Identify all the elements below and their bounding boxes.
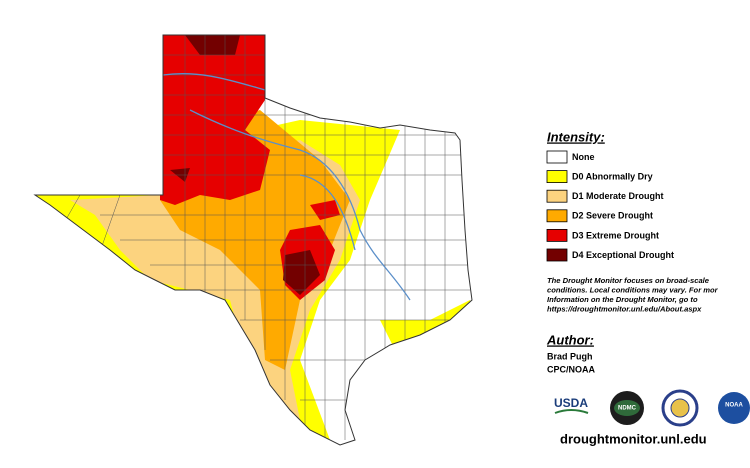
texas-outline — [33, 34, 473, 446]
legend-label: D3 Extreme Drought — [572, 230, 659, 240]
legend-swatch — [546, 228, 568, 242]
usda-logo — [553, 397, 589, 417]
logo-text: USDA — [554, 396, 588, 410]
legend-swatch — [546, 189, 568, 203]
author-org: CPC/NOAA — [547, 364, 596, 374]
legend: None D0 Abnormally Dry D1 Moderate Drought… — [546, 150, 674, 262]
legend-label: D2 Severe Drought — [572, 211, 653, 221]
doc-seal-inner — [670, 398, 690, 418]
note-line: The Drought Monitor focuses on broad-sca… — [547, 276, 710, 285]
legend-label: D1 Moderate Drought — [572, 191, 664, 201]
region — [160, 35, 270, 205]
ndmc-inner — [614, 400, 640, 416]
author-title: Author: — [546, 332, 594, 347]
texas-regions — [35, 35, 472, 440]
legend-swatch — [546, 150, 568, 164]
noaa-logo — [718, 392, 750, 424]
note: The Drought Monitor focuses on broad-sca… — [547, 276, 719, 314]
legend-label: D4 Exceptional Drought — [572, 250, 674, 260]
note-line: Information on the Drought Monitor, go t… — [547, 295, 698, 304]
legend-swatch — [546, 170, 568, 184]
author-name: Brad Pugh — [547, 351, 593, 361]
legend-label: D0 Abnormally Dry — [572, 171, 653, 181]
usda-wave — [554, 409, 589, 414]
note-line: https://droughtmonitor.unl.edu/About.asp… — [547, 305, 702, 314]
legend-label: None — [572, 152, 595, 162]
legend-title: Intensity: — [547, 129, 605, 144]
legend-swatch — [546, 248, 568, 262]
region — [283, 250, 320, 295]
logos: USDA NDMC NOAA — [553, 389, 750, 427]
legend-swatch — [546, 209, 568, 223]
footer-url: droughtmonitor.unl.edu — [560, 431, 707, 446]
logo-text: NOAA — [725, 403, 743, 409]
logo-text: NDMC — [618, 406, 637, 412]
region — [185, 35, 240, 55]
note-line: conditions. Local conditions may vary. F… — [547, 286, 719, 295]
